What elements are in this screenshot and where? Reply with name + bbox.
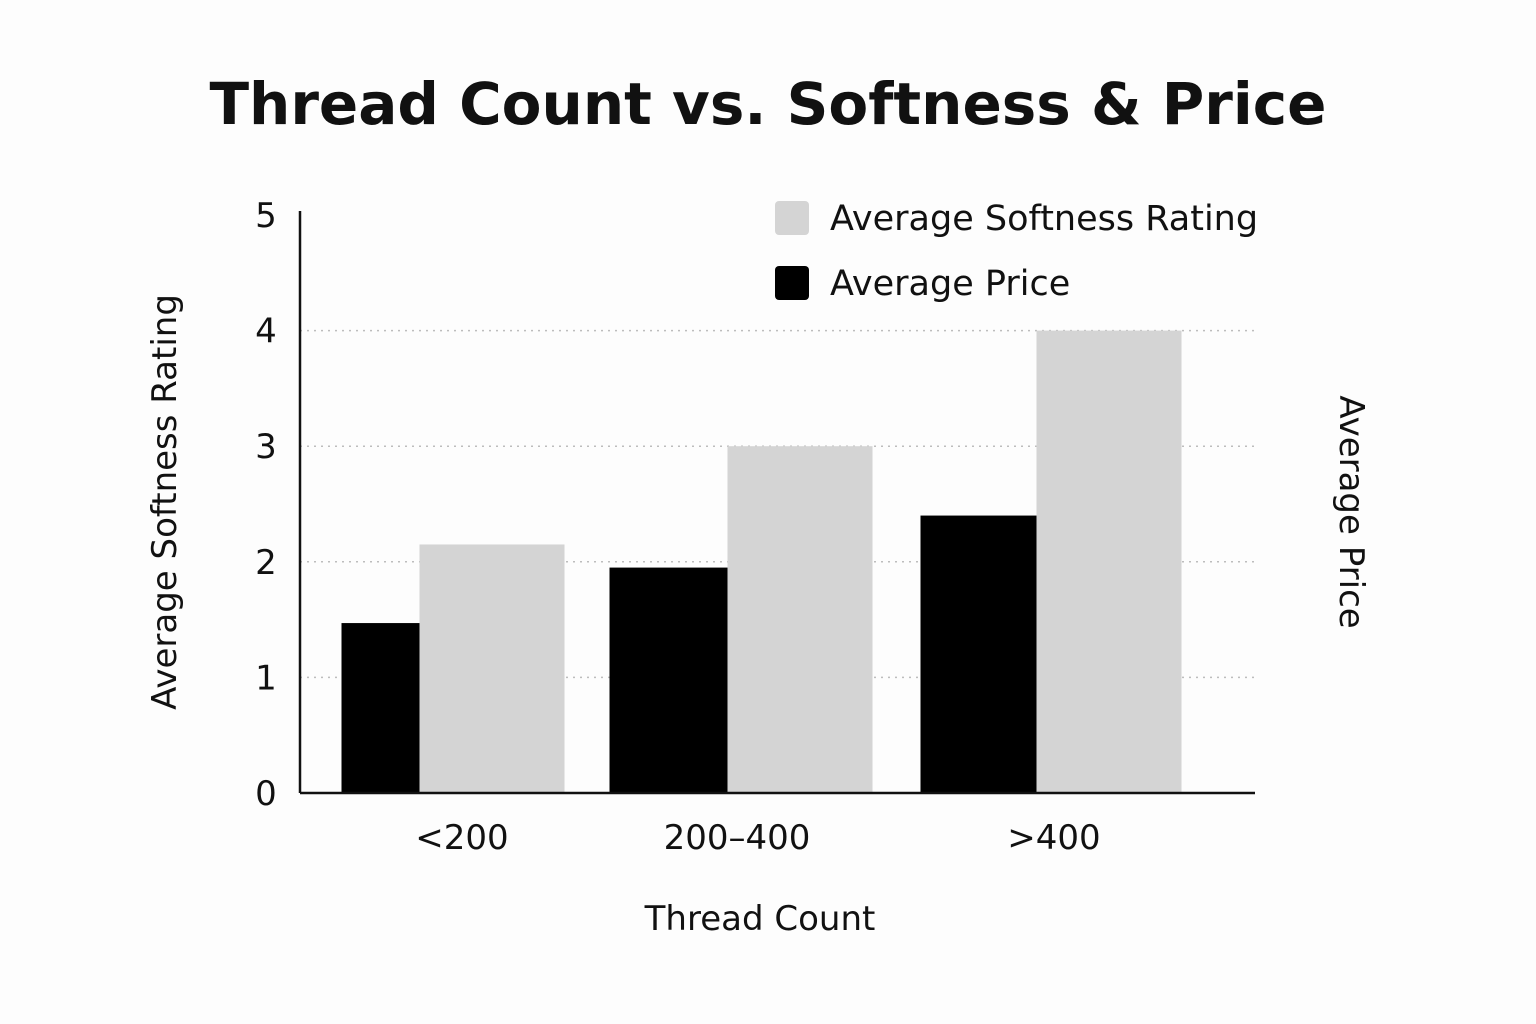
axes — [298, 211, 1255, 795]
x-axis-title: Thread Count — [644, 899, 876, 939]
secondary-y-axis-title: Average Price — [1331, 395, 1371, 628]
y-tick-label: 4 — [255, 312, 277, 352]
y-tick-labels: 0 1 2 3 4 5 — [255, 196, 277, 814]
softness-bar — [419, 544, 565, 793]
x-tick-label: >400 — [1007, 818, 1100, 858]
legend-swatch — [775, 266, 809, 300]
legend-swatch — [775, 201, 809, 235]
legend-label: Average Price — [830, 264, 1070, 304]
price-bar — [341, 623, 420, 793]
y-tick-label: 1 — [255, 658, 277, 698]
legend: Average Softness Rating Average Price — [775, 199, 1258, 304]
softness-bar — [1036, 330, 1182, 793]
y-tick-label: 3 — [255, 427, 277, 467]
price-bar — [609, 567, 728, 793]
softness-bar — [727, 446, 873, 793]
y-axis-title: Average Softness Rating — [145, 294, 185, 710]
x-tick-label: <200 — [415, 818, 508, 858]
bars — [341, 330, 1182, 793]
y-tick-label: 0 — [255, 774, 277, 814]
chart-title: Thread Count vs. Softness & Price — [209, 70, 1327, 138]
x-tick-label: 200–400 — [664, 818, 811, 858]
x-tick-labels: <200 200–400 >400 — [415, 818, 1100, 858]
y-tick-label: 2 — [255, 543, 277, 583]
legend-label: Average Softness Rating — [830, 199, 1258, 239]
y-tick-label: 5 — [255, 196, 277, 236]
price-bar — [920, 515, 1037, 793]
